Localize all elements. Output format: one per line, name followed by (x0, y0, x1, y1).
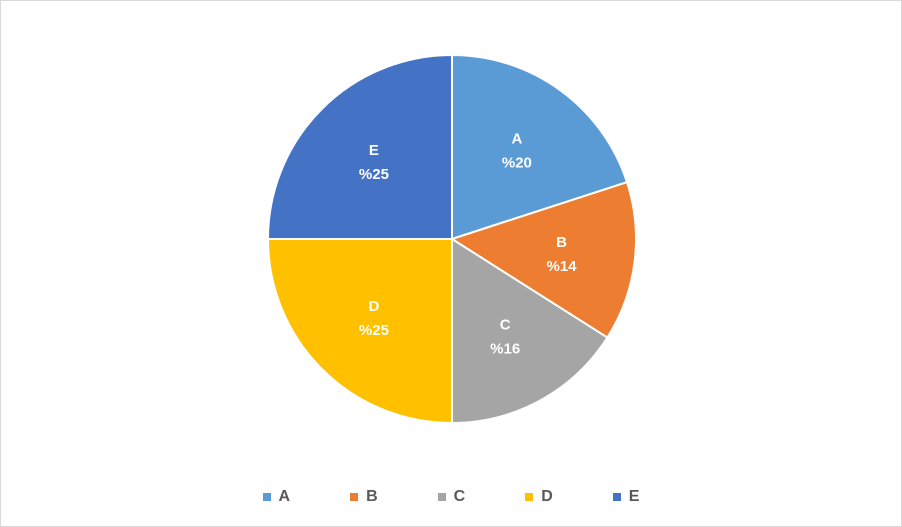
legend-item-c[interactable]: C (437, 488, 466, 506)
legend-item-a[interactable]: A (262, 488, 291, 506)
slice-category-label-e: E (369, 142, 379, 159)
legend-swatch-c (437, 493, 446, 501)
slice-value-label-b: %14 (547, 258, 578, 275)
legend-item-d[interactable]: D (525, 488, 553, 506)
legend-label-a: A (278, 488, 291, 505)
slice-category-label-d: D (369, 298, 380, 315)
legend-item-b[interactable]: B (350, 488, 378, 506)
legend-swatch-a (262, 493, 271, 501)
legend-label-c: C (453, 488, 466, 505)
slice-category-label-b: B (556, 234, 567, 251)
legend-label-b: B (366, 488, 378, 505)
pie-slice-a[interactable] (451, 53, 629, 241)
legend-swatch-b (350, 493, 359, 501)
pie-slice-d[interactable] (266, 238, 453, 425)
slice-value-label-a: %20 (502, 155, 532, 172)
slice-category-label-c: C (500, 317, 511, 334)
pie-slice-c[interactable] (451, 237, 609, 425)
legend-label-e: E (628, 488, 640, 505)
slice-value-label-e: %25 (359, 166, 389, 183)
legend-label-d: D (541, 488, 553, 505)
legend-item-e[interactable]: E (612, 488, 640, 506)
slice-category-label-a: A (511, 131, 522, 148)
pie-slice-b[interactable] (449, 180, 637, 339)
legend: A B C D E (1, 485, 901, 509)
legend-swatch-d (525, 493, 534, 501)
legend-swatch-e (612, 493, 621, 501)
slice-value-label-c: %16 (490, 341, 520, 358)
pie-slice-e[interactable] (266, 53, 453, 240)
slice-value-label-d: %25 (359, 322, 389, 339)
